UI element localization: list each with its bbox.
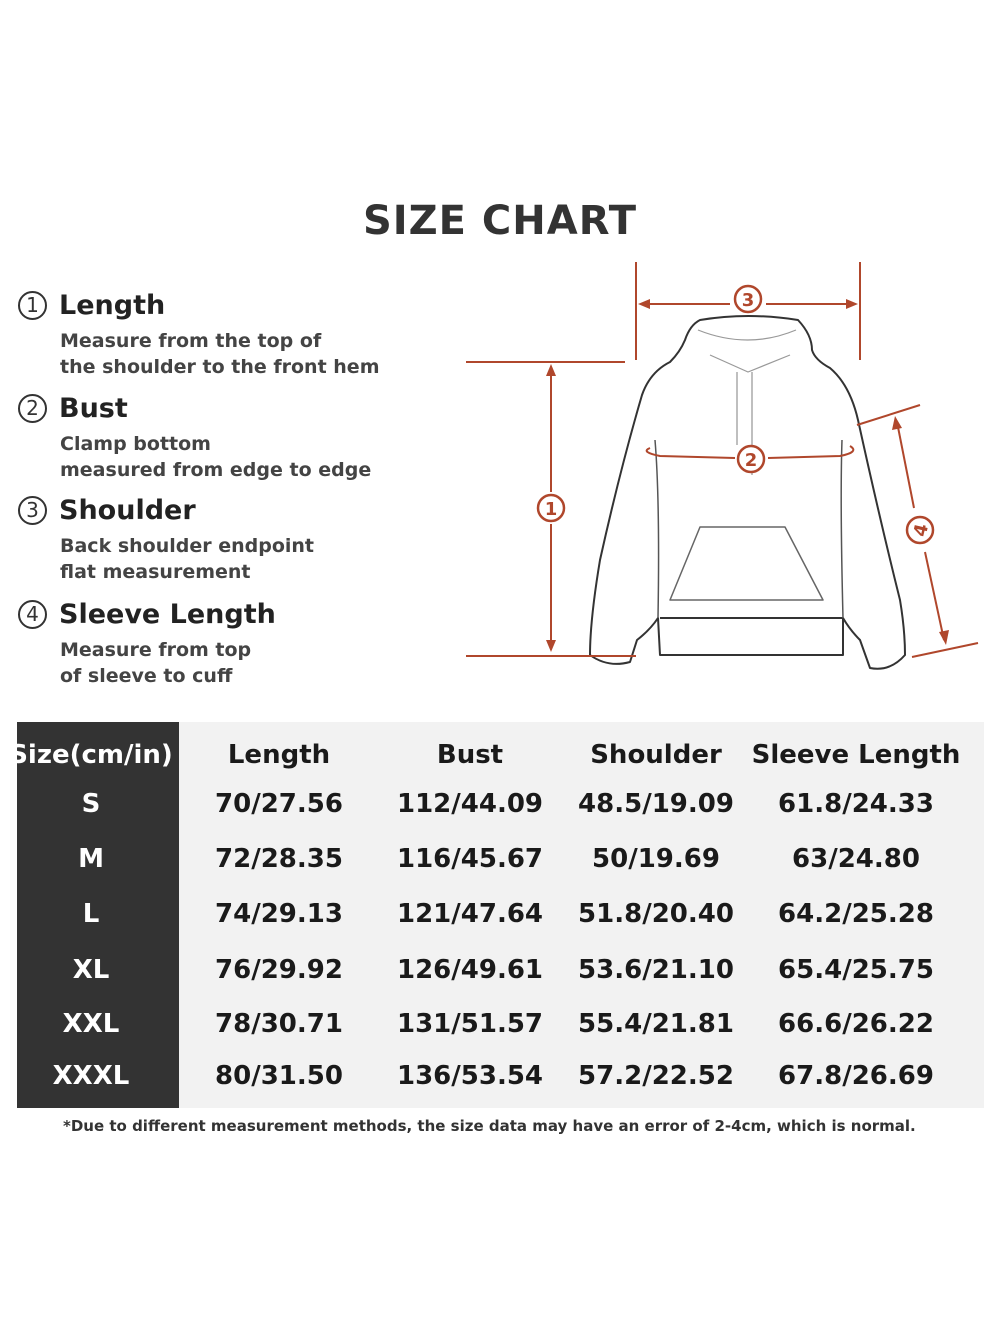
- measurement-note: *Due to different measurement methods, t…: [63, 1117, 916, 1135]
- description-line: Measure from the top of: [60, 330, 322, 352]
- table-cell: 116/45.67: [396, 844, 544, 874]
- table-cell: 80/31.50: [215, 1061, 343, 1091]
- table-cell: 70/27.56: [215, 789, 343, 819]
- table-cell: 64.2/25.28: [778, 899, 934, 929]
- column-header: Shoulder: [590, 740, 722, 770]
- description-line: Back shoulder endpoint: [60, 535, 315, 557]
- table-cell: 57.2/22.52: [578, 1061, 734, 1091]
- size-table: Size(cm/in) Length Bust Shoulder Sleeve Leng…: [9, 722, 984, 1108]
- circled-number-icon: 1: [18, 290, 47, 320]
- table-cell: 76/29.92: [215, 955, 343, 985]
- circled-number-icon: 2: [18, 393, 47, 423]
- table-cell: 61.8/24.33: [778, 789, 934, 819]
- table-cell: 51.8/20.40: [578, 899, 734, 929]
- table-cell: 50/19.69: [592, 844, 720, 874]
- column-header: Size(cm/in): [9, 740, 173, 770]
- column-header: Sleeve Length: [751, 740, 961, 770]
- guide-description: Back shoulder endpoint flat measurement: [60, 533, 314, 585]
- measurement-lines: [466, 262, 979, 658]
- guide-title: Sleeve Length: [59, 598, 276, 630]
- measurement-markers: [536, 284, 935, 545]
- table-cell: 126/49.61: [396, 955, 544, 985]
- table-cell: 121/47.64: [396, 899, 544, 929]
- description-line: Measure from top: [60, 639, 252, 661]
- description-line: Clamp bottom: [60, 433, 211, 455]
- guide-description: Measure from the top of the shoulder to t…: [60, 328, 380, 380]
- size-label: XXXL: [52, 1061, 130, 1091]
- hoodie-diagram: 1 2 3 4: [466, 262, 979, 670]
- description-line: flat measurement: [60, 561, 251, 583]
- marker-3: 3: [742, 290, 755, 311]
- description-line: measured from edge to edge: [60, 459, 372, 481]
- size-column-background: [17, 722, 179, 1108]
- marker-1: 1: [545, 499, 558, 520]
- table-cell: 78/30.71: [215, 1009, 343, 1039]
- table-cell: 48.5/19.09: [578, 789, 734, 819]
- marker-2: 2: [745, 450, 758, 471]
- guide-title: Bust: [59, 392, 128, 424]
- table-cell: 55.4/21.81: [578, 1009, 734, 1039]
- guide-description: Measure from top of sleeve to cuff: [60, 637, 276, 689]
- marker-4: 4: [910, 522, 933, 539]
- guide-title: Shoulder: [59, 494, 196, 526]
- guide-title: Length: [59, 289, 166, 321]
- guide-length: 1 Length Measure from the top of the shoul…: [18, 288, 380, 380]
- description-line: the shoulder to the front hem: [60, 356, 380, 378]
- size-label: S: [81, 789, 101, 819]
- guide-sleeve-length: 4 Sleeve Length Measure from top of sleeve…: [18, 597, 276, 689]
- guide-bust: 2 Bust Clamp bottom measured from edge to …: [18, 391, 371, 483]
- table-cell: 136/53.54: [396, 1061, 544, 1091]
- table-cell: 131/51.57: [396, 1009, 544, 1039]
- table-cell: 72/28.35: [215, 844, 343, 874]
- guide-shoulder: 3 Shoulder Back shoulder endpoint flat mea…: [18, 493, 314, 585]
- column-header: Bust: [436, 740, 504, 770]
- table-cell: 112/44.09: [396, 789, 544, 819]
- guide-description: Clamp bottom measured from edge to edge: [60, 431, 371, 483]
- table-cell: 66.6/26.22: [778, 1009, 934, 1039]
- table-cell: 65.4/25.75: [778, 955, 934, 985]
- size-label: M: [78, 844, 104, 874]
- size-label: XXL: [62, 1009, 120, 1039]
- size-label: XL: [72, 955, 110, 985]
- circled-number-icon: 4: [18, 599, 47, 629]
- column-header: Length: [227, 740, 331, 770]
- page-title: SIZE CHART: [362, 198, 638, 244]
- table-cell: 53.6/21.10: [578, 955, 734, 985]
- table-cell: 67.8/26.69: [778, 1061, 934, 1091]
- description-line: of sleeve to cuff: [60, 665, 233, 687]
- hoodie-outline: [589, 315, 906, 670]
- size-label: L: [82, 899, 100, 929]
- table-cell: 63/24.80: [792, 844, 920, 874]
- circled-number-icon: 3: [18, 495, 47, 525]
- table-cell: 74/29.13: [215, 899, 343, 929]
